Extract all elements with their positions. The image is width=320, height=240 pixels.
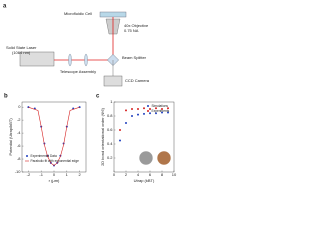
x-axis-label: Utrap (kBT) [134, 178, 155, 183]
x-tick-label: 2 [78, 172, 81, 177]
x-tick-label: -2 [27, 172, 31, 177]
x-tick-label: 4 [137, 172, 140, 177]
data-point [143, 112, 145, 115]
data-point [167, 111, 169, 114]
x-axis-label: r (μm) [49, 178, 60, 183]
legend-swatch [147, 105, 149, 107]
lens [68, 53, 72, 67]
y-tick-label: 0.2 [107, 155, 113, 160]
data-point [167, 107, 169, 110]
data-point [131, 108, 133, 110]
legend-label: Experimental Data [31, 154, 57, 158]
camera-label: CCD Camera [125, 78, 150, 83]
panel-label: b [4, 94, 8, 100]
y-tick-label: -4 [17, 130, 21, 135]
y-tick-label: 0.6 [107, 127, 113, 132]
splitter-label: Beam Splitter [122, 55, 147, 60]
data-point [155, 107, 157, 110]
x-tick-label: 1 [66, 172, 69, 177]
y-tick-label: 1 [110, 99, 113, 104]
x-tick-label: 0 [53, 172, 56, 177]
y-tick-label: -2 [17, 117, 21, 122]
data-point [149, 108, 151, 110]
y-tick-label: 0 [18, 104, 21, 109]
figure: a Microfluidic Cell 40x Objective 0.75 N… [3, 4, 177, 183]
telescope-label: Telescope Assembly [60, 69, 96, 74]
objective-label: 40x Objective [124, 23, 149, 28]
data-point [137, 113, 139, 116]
x-tick-label: 10 [172, 172, 177, 177]
legend-swatch [147, 110, 149, 112]
y-tick-label: 0.4 [107, 141, 113, 146]
laser [19, 51, 55, 67]
cell-label: Microfluidic Cell [64, 11, 92, 16]
panel-label: a [3, 4, 7, 10]
fit-line [28, 106, 80, 166]
y-tick-label: 0.8 [107, 113, 113, 118]
x-tick-label: 6 [149, 172, 152, 177]
y-axis-label: 2D bond orientational order (Ψ6) [100, 107, 105, 165]
plot-frame [113, 101, 175, 173]
y-axis-label: Potential (Utrap/kBT) [8, 118, 13, 156]
microfluidic-cell [99, 11, 127, 18]
x-tick-label: -1 [39, 172, 43, 177]
y-tick-label: -6 [17, 143, 21, 148]
data-point [125, 109, 127, 112]
lens [84, 53, 88, 67]
inset-image [156, 150, 172, 166]
legend-label: Simulations [152, 104, 169, 108]
objective-na: 0.75 NA [124, 28, 139, 33]
legend-label: Parabolic fit with exponential edge [31, 159, 80, 163]
data-point [125, 122, 127, 124]
data-point [119, 129, 121, 131]
laser-wavelength: (1064 nm) [12, 50, 31, 55]
data-point [143, 107, 145, 110]
panel-label: c [96, 94, 100, 100]
data-point [137, 108, 139, 110]
data-point [149, 112, 151, 115]
legend-swatch [26, 155, 28, 157]
data-point [131, 115, 133, 117]
laser-label: Solid State Laser [6, 45, 37, 50]
y-tick-label: -10 [15, 169, 22, 174]
data-point [161, 111, 163, 114]
x-tick-label: 0 [113, 172, 116, 177]
camera [103, 75, 123, 87]
y-tick-label: -8 [17, 156, 21, 161]
x-tick-label: 2 [125, 172, 128, 177]
inset-image [138, 150, 154, 166]
data-point [155, 112, 157, 115]
data-point [119, 139, 121, 142]
legend-label: Experiments [152, 109, 170, 113]
x-tick-label: 8 [161, 172, 164, 177]
data-point [161, 108, 163, 110]
